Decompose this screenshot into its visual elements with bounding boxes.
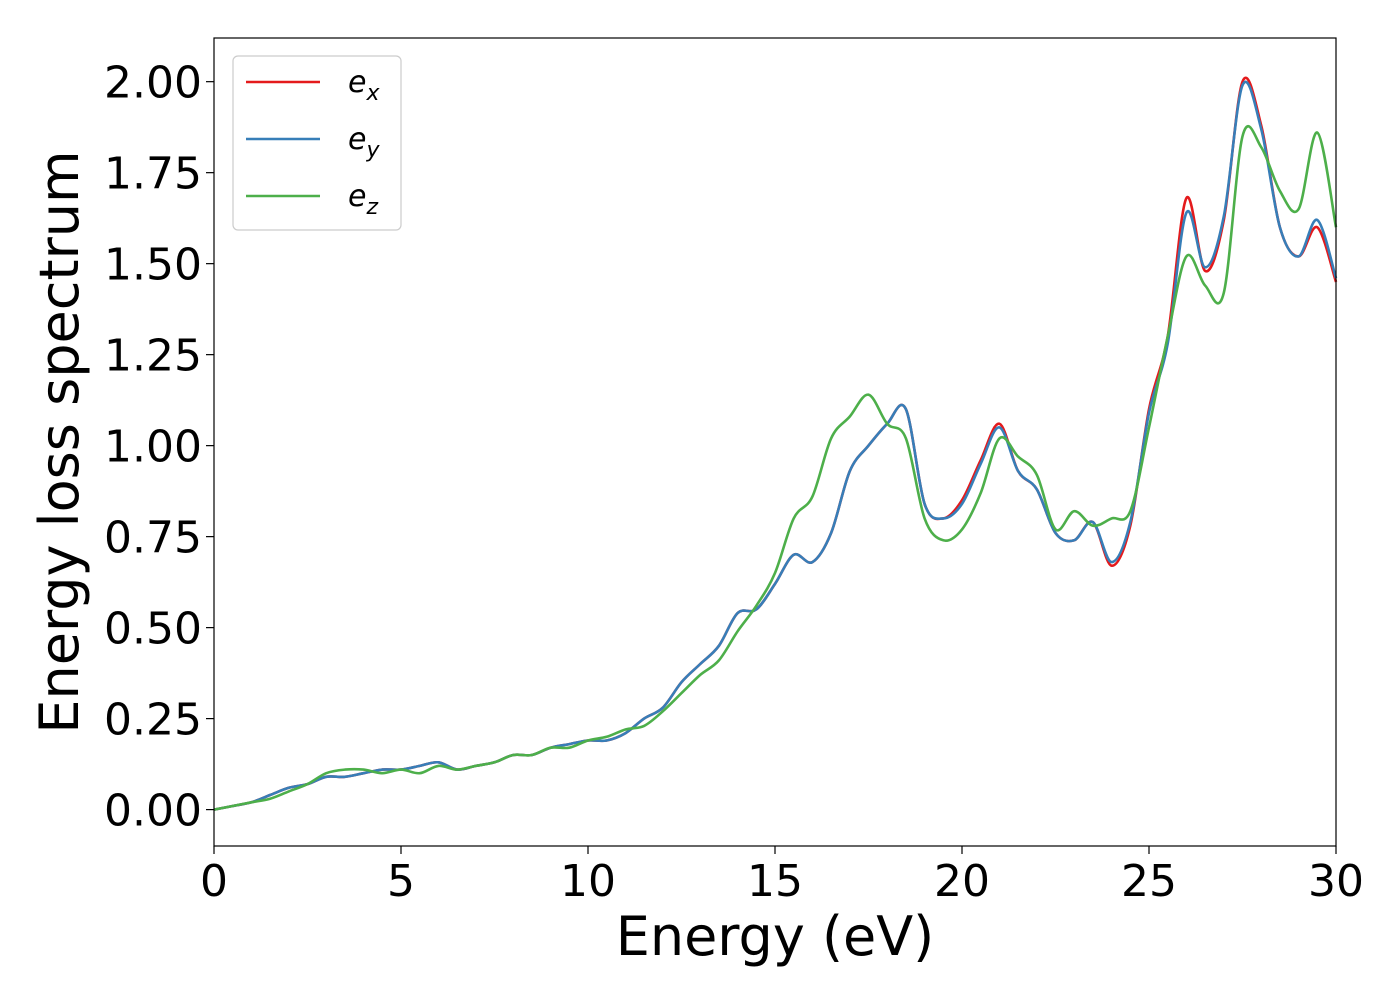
y-tick-label: 0.75 <box>104 513 202 564</box>
x-tick-label: 15 <box>747 856 803 907</box>
legend-box <box>232 55 402 231</box>
y-tick-label: 2.00 <box>104 58 202 109</box>
legend-label-base: e <box>348 65 366 100</box>
x-tick-label: 0 <box>200 856 228 907</box>
y-tick-label: 0.00 <box>104 786 202 837</box>
x-tick-label: 20 <box>934 856 990 907</box>
legend-label-base: e <box>348 179 366 214</box>
y-tick-label: 1.50 <box>104 240 202 291</box>
y-tick-label: 1.00 <box>104 422 202 473</box>
y-tick-label: 0.50 <box>104 604 202 655</box>
y-tick-label: 0.25 <box>104 695 202 746</box>
x-tick-label: 30 <box>1308 856 1364 907</box>
x-axis-ticks: 0 5 10 15 20 25 30 <box>200 846 1364 907</box>
legend-label-base: e <box>348 122 366 157</box>
legend-label-subscript: y <box>365 138 380 163</box>
y-axis-label: Energy loss spectrum <box>28 150 91 733</box>
y-tick-label: 1.75 <box>104 149 202 200</box>
legend-label-z: ez <box>348 179 378 220</box>
plot-frame <box>213 37 1337 847</box>
y-axis-ticks: 0.00 0.25 0.50 0.75 1.00 1.25 1.50 1.75 2.00 <box>104 58 214 837</box>
legend-label-x: ex <box>348 65 380 106</box>
series-lines <box>213 76 1338 811</box>
x-tick-label: 25 <box>1121 856 1177 907</box>
legend-label-subscript: z <box>365 195 378 220</box>
x-tick-label: 10 <box>560 856 616 907</box>
y-tick-label: 1.25 <box>104 331 202 382</box>
x-axis-label: Energy (eV) <box>616 905 935 968</box>
legend-label-subscript: x <box>365 81 380 106</box>
legend-label-y: ey <box>348 122 380 163</box>
series-line-e-y <box>213 80 1338 811</box>
series-line-e-z <box>213 125 1338 811</box>
x-tick-label: 5 <box>387 856 415 907</box>
